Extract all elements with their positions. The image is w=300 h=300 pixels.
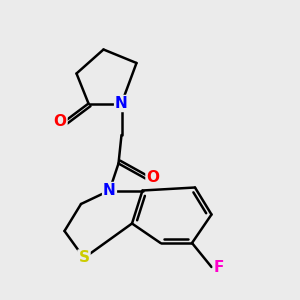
Text: O: O bbox=[53, 114, 67, 129]
Text: N: N bbox=[115, 96, 128, 111]
Text: S: S bbox=[79, 250, 89, 266]
Text: F: F bbox=[214, 260, 224, 274]
Text: N: N bbox=[103, 183, 116, 198]
Text: O: O bbox=[146, 169, 160, 184]
